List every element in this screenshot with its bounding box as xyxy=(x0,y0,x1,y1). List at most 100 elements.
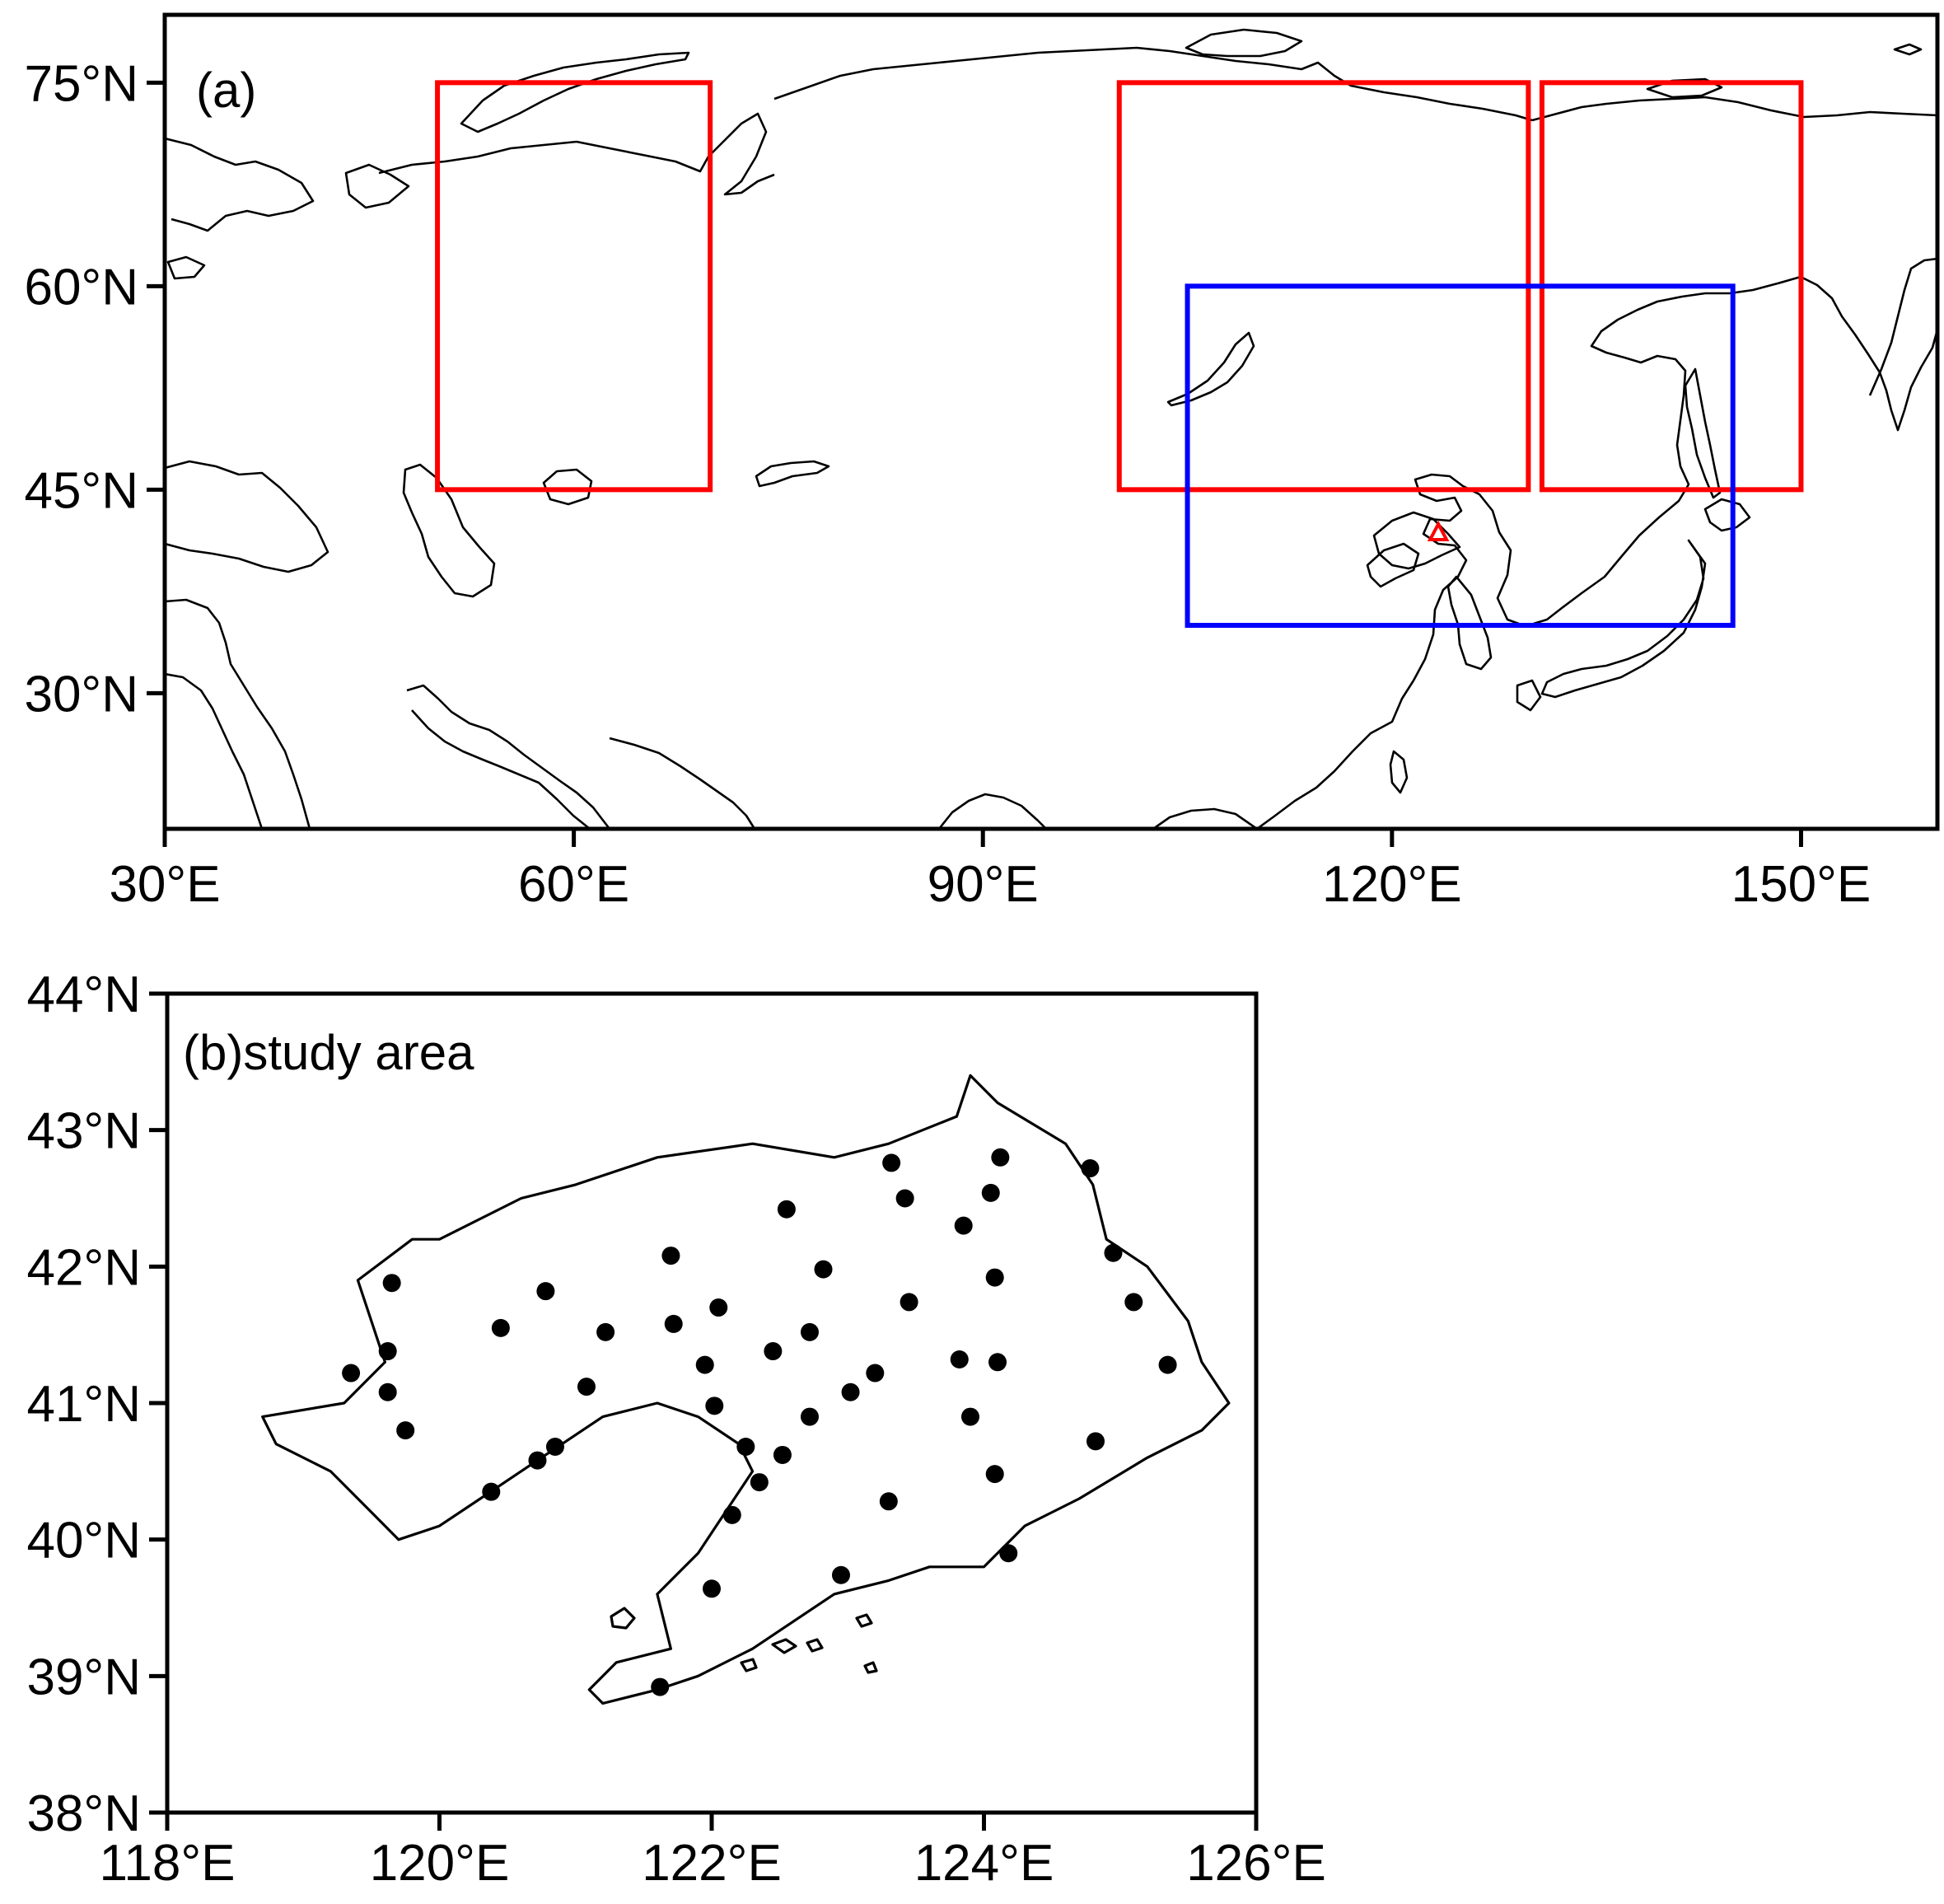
panel-a-region-boxes xyxy=(435,80,1804,628)
location-triangle-marker xyxy=(1427,520,1450,542)
blue-region-box xyxy=(1185,283,1736,628)
station-point xyxy=(596,1322,615,1341)
y-tick-label: 41°N xyxy=(26,1376,141,1433)
station-point xyxy=(342,1364,361,1382)
mediterranean-coastline xyxy=(165,672,264,829)
station-point xyxy=(703,1579,721,1598)
red-sea-coastline xyxy=(165,598,311,829)
x-tick-label: 90°E xyxy=(928,856,1039,913)
station-point xyxy=(814,1260,833,1279)
station-point xyxy=(482,1482,501,1501)
station-point xyxy=(1124,1293,1143,1312)
panel-b-axis-ticks: 118°E 120°E 122°E 124°E 126°E 38°N 39°N 40°N 41°… xyxy=(26,966,1325,1892)
station-point xyxy=(661,1247,680,1265)
panel-a-overview-map: 30°E 60°E 90°E 120°E 150°E 30°N 45°N 60°N 75°N (… xyxy=(24,12,1940,913)
station-point xyxy=(736,1438,755,1457)
station-point xyxy=(722,1505,741,1524)
station-point xyxy=(378,1382,397,1401)
x-tick-label: 150°E xyxy=(1731,856,1872,913)
panel-a-frame xyxy=(162,12,1940,831)
arabia-south-coastline xyxy=(411,709,591,829)
bay-of-bengal-coastline xyxy=(937,793,1047,829)
station-point xyxy=(895,1189,914,1208)
station-point xyxy=(773,1445,792,1464)
station-point xyxy=(545,1438,564,1457)
kyushu-coastline xyxy=(1516,679,1542,712)
station-point xyxy=(396,1421,415,1440)
station-point xyxy=(764,1342,783,1361)
station-point xyxy=(695,1355,714,1374)
south-china-coastline xyxy=(1152,807,1258,829)
y-tick-label: 39°N xyxy=(26,1649,141,1705)
island xyxy=(855,1613,873,1628)
y-tick-label: 30°N xyxy=(24,666,138,723)
station-point xyxy=(528,1451,547,1470)
station-point xyxy=(664,1314,683,1333)
island xyxy=(740,1658,758,1672)
liaoning-outline xyxy=(1372,511,1461,570)
y-tick-label: 44°N xyxy=(26,966,141,1023)
station-point xyxy=(800,1322,819,1341)
station-point xyxy=(985,1465,1004,1484)
taymyr-coastline xyxy=(1185,28,1303,58)
station-point xyxy=(577,1378,596,1396)
panel-a-label: (a) xyxy=(196,63,256,118)
island xyxy=(771,1638,797,1654)
station-point xyxy=(536,1282,555,1301)
station-point xyxy=(705,1396,724,1415)
y-tick-label: 60°N xyxy=(24,259,138,316)
x-tick-label: 118°E xyxy=(100,1835,236,1892)
station-point xyxy=(985,1268,1004,1287)
station-point xyxy=(900,1293,918,1312)
station-point xyxy=(378,1342,397,1361)
finland-gulf-coastline xyxy=(166,255,206,280)
hokkaido-coastline xyxy=(1703,498,1751,532)
station-point xyxy=(800,1407,819,1426)
red-region-box-1 xyxy=(435,80,713,493)
station-point xyxy=(750,1473,769,1492)
korea-coastline xyxy=(1446,575,1493,671)
station-point xyxy=(879,1492,898,1511)
x-tick-label: 60°E xyxy=(518,856,629,913)
east-asia-coastline xyxy=(1256,275,1937,829)
station-point xyxy=(1081,1159,1100,1178)
y-tick-label: 42°N xyxy=(26,1239,141,1296)
india-coastline xyxy=(609,737,756,829)
station-point xyxy=(950,1350,969,1368)
lake-balkhash-coastline xyxy=(755,460,830,488)
station-markers xyxy=(342,1148,1177,1696)
y-tick-label: 45°N xyxy=(24,462,138,519)
taiwan-coastline xyxy=(1389,750,1409,794)
y-tick-label: 40°N xyxy=(26,1513,141,1570)
island xyxy=(863,1661,878,1674)
y-tick-label: 75°N xyxy=(24,55,138,112)
white-sea-coastline xyxy=(344,163,410,209)
x-tick-label: 122°E xyxy=(642,1835,782,1892)
panel-a-coastlines xyxy=(165,28,1937,829)
island xyxy=(610,1607,636,1630)
panel-b-study-area-map: 118°E 120°E 122°E 124°E 126°E 38°N 39°N 40°N 41°… xyxy=(26,966,1325,1892)
persian-gulf-coastline xyxy=(406,684,611,829)
station-point xyxy=(651,1677,670,1696)
lake-baikal-coastline xyxy=(1166,331,1255,407)
sakhalin-coastline xyxy=(1684,367,1722,499)
station-point xyxy=(999,1544,1018,1563)
scandinavia-coastline xyxy=(165,137,315,232)
station-point xyxy=(1086,1432,1105,1451)
station-point xyxy=(882,1153,901,1172)
kamchatka-coastline xyxy=(1868,257,1937,396)
x-tick-label: 120°E xyxy=(1322,856,1462,913)
station-point xyxy=(841,1382,860,1401)
x-tick-label: 120°E xyxy=(370,1835,510,1892)
arctic-coast-west xyxy=(378,112,775,196)
panel-a-axis-ticks: 30°E 60°E 90°E 120°E 150°E 30°N 45°N 60°N 75°N xyxy=(24,55,1871,913)
station-point xyxy=(954,1216,973,1235)
x-tick-label: 126°E xyxy=(1186,1835,1326,1892)
station-point xyxy=(777,1200,796,1219)
station-point xyxy=(491,1318,510,1337)
station-point xyxy=(831,1565,850,1584)
arctic-coast-central xyxy=(773,46,1533,122)
study-area-islands xyxy=(610,1607,878,1674)
